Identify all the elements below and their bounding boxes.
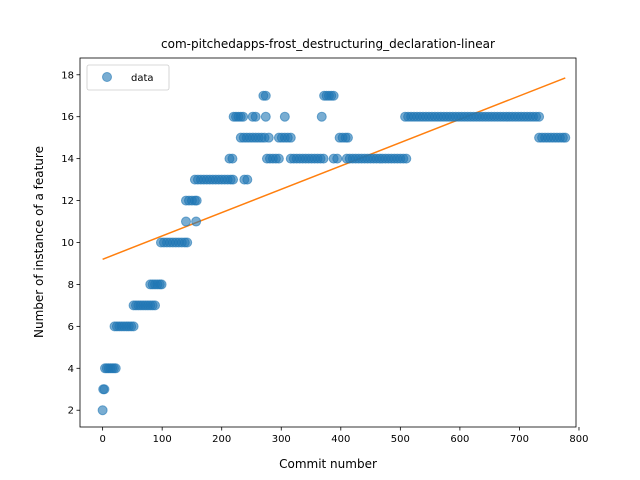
y-axis-ticks: 2 4 6 8 10 12 14 16 18 xyxy=(61,70,80,417)
y-tick-label: 10 xyxy=(61,238,74,249)
data-point xyxy=(238,111,249,122)
y-tick-label: 16 xyxy=(61,112,74,123)
data-point xyxy=(128,321,139,332)
x-tick-label: 500 xyxy=(391,434,410,445)
data-point xyxy=(328,90,339,101)
x-tick-label: 800 xyxy=(569,434,588,445)
x-tick-label: 200 xyxy=(212,434,231,445)
fit-line-layer xyxy=(102,77,566,260)
x-tick-label: 600 xyxy=(450,434,469,445)
legend: data xyxy=(86,64,170,91)
y-axis-label: Number of instance of a feature xyxy=(32,146,46,338)
data-point xyxy=(227,153,238,164)
x-axis-label: Commit number xyxy=(279,457,377,471)
legend-box xyxy=(86,64,170,91)
data-point xyxy=(191,195,202,206)
data-point xyxy=(285,132,296,143)
y-tick-label: 6 xyxy=(68,322,74,333)
y-tick-label: 12 xyxy=(61,196,74,207)
x-axis-ticks: 0 100 200 300 400 500 600 700 800 xyxy=(99,427,589,445)
plot-frame xyxy=(79,57,577,428)
data-point xyxy=(228,174,239,185)
data-point xyxy=(401,153,412,164)
x-tick-label: 300 xyxy=(272,434,291,445)
data-point xyxy=(260,111,271,122)
y-tick-label: 18 xyxy=(61,70,74,81)
data-point xyxy=(560,132,571,143)
y-tick-label: 4 xyxy=(68,364,74,375)
data-point xyxy=(316,111,327,122)
legend-label-data: data xyxy=(131,73,154,84)
data-point xyxy=(180,216,191,227)
fit-line xyxy=(102,77,566,260)
y-tick-label: 8 xyxy=(68,280,74,291)
data-point xyxy=(182,237,193,248)
x-tick-label: 400 xyxy=(331,434,350,445)
x-tick-label: 0 xyxy=(99,434,105,445)
data-point xyxy=(156,279,167,290)
x-tick-label: 100 xyxy=(153,434,172,445)
data-point xyxy=(342,132,353,143)
x-tick-label: 700 xyxy=(510,434,529,445)
data-point xyxy=(318,153,329,164)
data-point xyxy=(250,111,261,122)
data-point xyxy=(97,405,108,416)
data-point xyxy=(99,384,110,395)
legend-marker-data xyxy=(102,72,112,82)
data-point xyxy=(279,111,290,122)
data-point xyxy=(260,90,271,101)
data-point xyxy=(273,153,284,164)
y-tick-label: 14 xyxy=(61,154,74,165)
data-point xyxy=(534,111,545,122)
y-tick-label: 2 xyxy=(68,406,74,417)
data-point xyxy=(191,216,202,227)
data-point xyxy=(110,363,121,374)
data-point xyxy=(242,174,253,185)
data-points-layer xyxy=(97,90,571,416)
data-point xyxy=(150,300,161,311)
chart-title: com-pitchedapps-frost_destructuring_decl… xyxy=(161,37,495,51)
data-point xyxy=(332,153,343,164)
data-point xyxy=(263,132,274,143)
